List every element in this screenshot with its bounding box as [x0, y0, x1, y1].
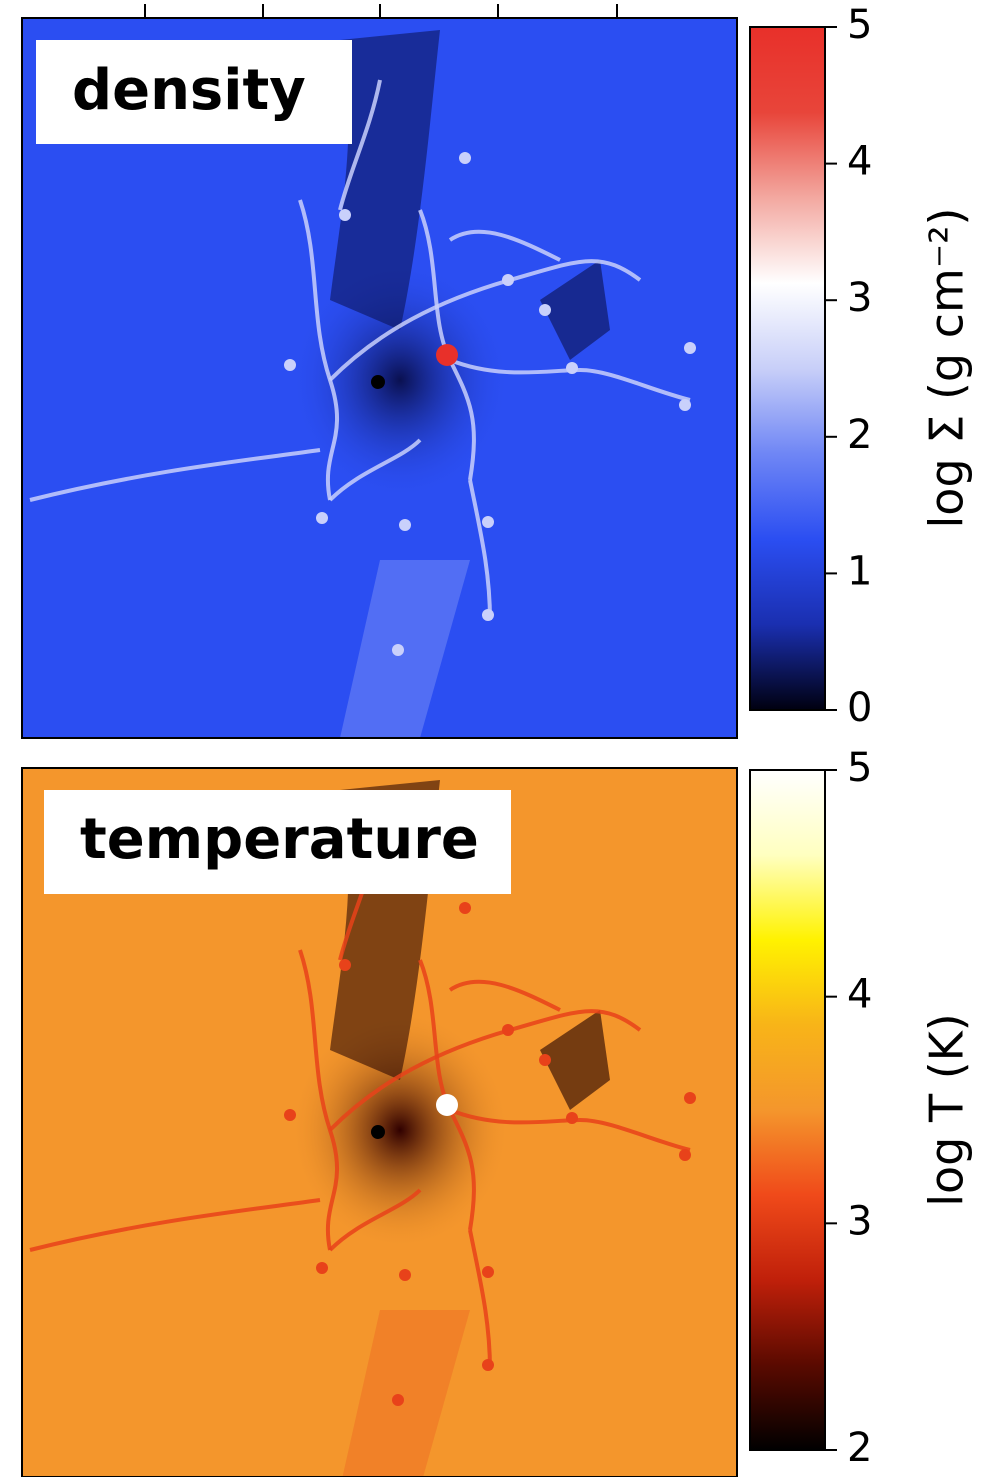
- colorbar: [750, 770, 825, 1450]
- dense-core: [436, 1094, 458, 1116]
- colorbar: [750, 27, 825, 710]
- clump: [684, 342, 696, 354]
- clump: [399, 1269, 411, 1281]
- clump: [284, 1109, 296, 1121]
- colorbar-label: log T (K): [920, 1013, 974, 1207]
- clump: [502, 1024, 514, 1036]
- sink: [371, 375, 385, 389]
- clump: [482, 516, 494, 528]
- colorbar-tick-label: 2: [847, 412, 872, 458]
- panel-label: density: [72, 58, 306, 123]
- sink: [371, 1125, 385, 1139]
- clump: [392, 1394, 404, 1406]
- clump: [284, 359, 296, 371]
- clump: [684, 1092, 696, 1104]
- clump: [392, 644, 404, 656]
- clump: [539, 1054, 551, 1066]
- clump: [316, 1262, 328, 1274]
- clump: [339, 209, 351, 221]
- colorbar-tick-label: 2: [847, 1425, 872, 1471]
- panel-label: temperature: [80, 807, 479, 872]
- colorbar-label: log Σ (g cm⁻²): [920, 208, 974, 529]
- colorbar-tick-label: 4: [847, 972, 872, 1018]
- clump: [339, 959, 351, 971]
- colorbar-tick-label: 4: [847, 139, 872, 185]
- clump: [679, 399, 691, 411]
- clump: [459, 902, 471, 914]
- clump: [482, 1266, 494, 1278]
- clump: [482, 609, 494, 621]
- clump: [566, 1112, 578, 1124]
- colorbar-tick-label: 1: [847, 548, 872, 594]
- clump: [566, 362, 578, 374]
- colorbar-tick-label: 5: [847, 745, 872, 791]
- clump: [459, 152, 471, 164]
- clump: [482, 1359, 494, 1371]
- colorbar-tick-label: 3: [847, 275, 872, 321]
- colorbar-tick-label: 5: [847, 2, 872, 48]
- clump: [539, 304, 551, 316]
- colorbar-tick-label: 0: [847, 685, 872, 731]
- clump: [679, 1149, 691, 1161]
- clump: [502, 274, 514, 286]
- clump: [399, 519, 411, 531]
- clump: [316, 512, 328, 524]
- colorbar-tick-label: 3: [847, 1198, 872, 1244]
- dense-core: [436, 344, 458, 366]
- figure: density 0 1 2 3 4 5 log Σ (g cm⁻²) temperature 2 3…: [0, 0, 985, 1477]
